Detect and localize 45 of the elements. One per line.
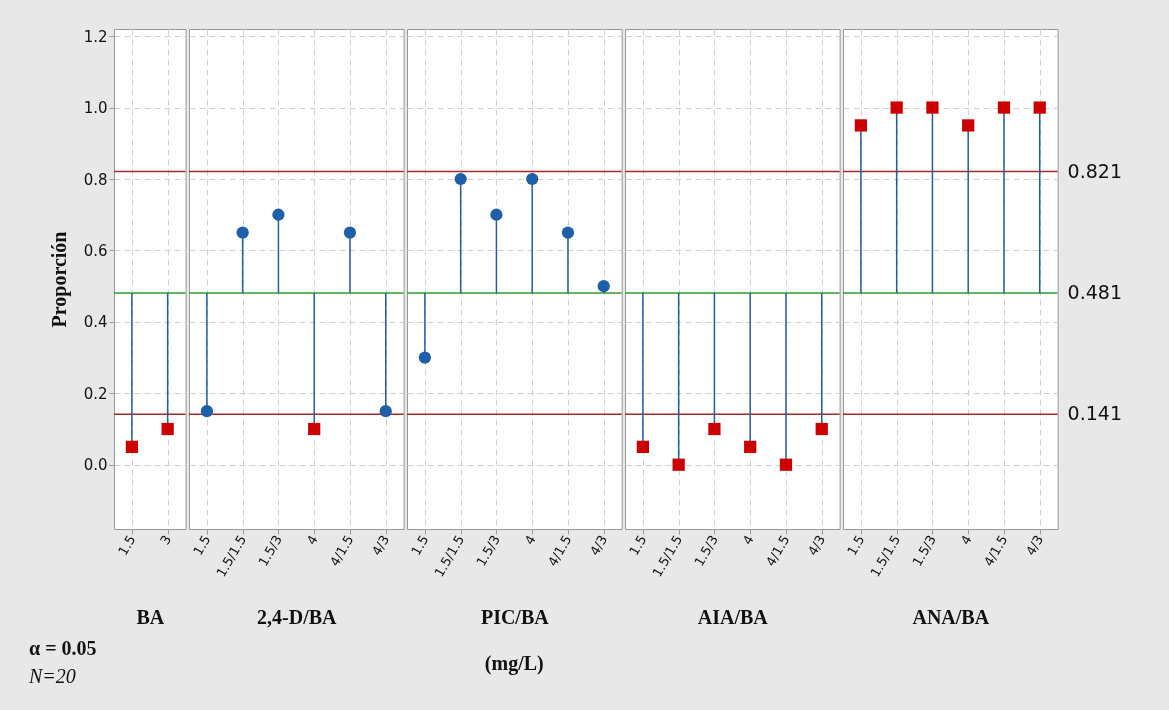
x-tick-label: 4/3 <box>804 532 829 559</box>
x-axis-title: PIC/BA <box>480 605 550 628</box>
point <box>308 422 321 436</box>
ref-line-label: 0.821 <box>1067 159 1123 182</box>
y-axis-title: Proporción <box>47 231 71 328</box>
x-tick-label: 4 <box>303 532 321 548</box>
text: (mg/L) <box>484 652 544 675</box>
y-tick-label: 0.4 <box>83 313 108 332</box>
x-axis-title: AIA/BA <box>697 605 769 628</box>
ref-line-label: 0.481 <box>1067 280 1123 303</box>
y-tick-label: 1.0 <box>83 99 108 118</box>
x-tick-label: 4/3 <box>586 532 611 559</box>
point <box>200 405 214 418</box>
y-tick-label: 0.2 <box>83 384 108 403</box>
point <box>597 280 610 293</box>
y-tick-label: 1.2 <box>83 27 108 46</box>
point <box>454 172 467 186</box>
x-tick-label: 1.5 <box>190 532 214 558</box>
x-tick-label: 4/3 <box>368 532 393 559</box>
x-tick-label: 1.5 <box>844 532 868 558</box>
x-tick-label: 4 <box>521 532 539 548</box>
y-tick-label: 0.0 <box>83 456 108 475</box>
point <box>236 226 249 239</box>
point <box>561 226 575 239</box>
y-tick-label: 0.6 <box>83 241 108 260</box>
text: N=20 <box>28 665 76 687</box>
x-tick-label: 1.5 <box>408 532 432 558</box>
x-axis-title: ANA/BA <box>912 605 990 628</box>
y-tick-label: 0.8 <box>83 170 108 189</box>
x-tick-label: 1.5 <box>115 532 139 558</box>
x-tick-label: 4 <box>739 532 757 548</box>
point <box>343 226 357 239</box>
point <box>379 405 392 418</box>
point <box>526 172 539 186</box>
x-tick-label: 1.5 <box>626 532 650 558</box>
point <box>490 208 503 221</box>
x-axis-title: 2,4-D/BA <box>257 605 338 628</box>
ref-line-label: 0.141 <box>1067 402 1123 425</box>
x-axis-title: BA <box>136 605 165 628</box>
x-tick-label: 4 <box>957 532 975 548</box>
point <box>272 208 285 221</box>
point <box>418 351 432 364</box>
x-tick-label: 3 <box>157 532 175 548</box>
text: α = 0.05 <box>29 637 97 659</box>
x-tick-label: 4/3 <box>1022 532 1047 559</box>
